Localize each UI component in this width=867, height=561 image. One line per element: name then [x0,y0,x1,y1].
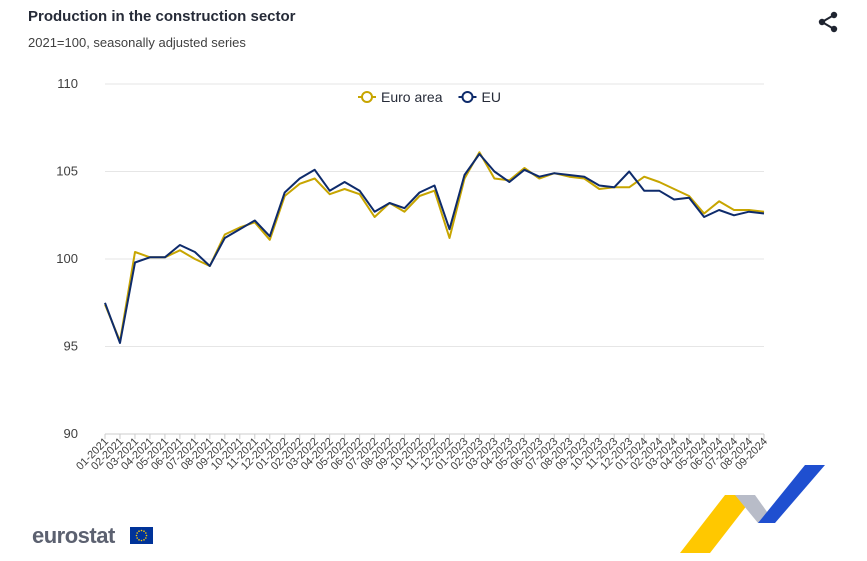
series-line-eu [104,153,765,344]
legend-marker-eu [461,91,474,103]
legend-label-eu: EU [481,89,500,105]
y-tick-label: 105 [56,164,78,179]
y-tick-label: 110 [57,76,78,91]
chart-title: Production in the construction sector [28,8,296,25]
eu-flag-icon [130,527,153,544]
chart-subtitle: 2021=100, seasonally adjusted series [28,35,246,50]
eurostat-logo: eurostat [32,523,115,548]
y-tick-label: 90 [64,426,78,441]
series-line-euro-area [104,151,765,343]
legend-marker-euro-area [361,91,373,103]
eurostat-ribbon-graphic [680,465,825,553]
y-tick-label: 100 [56,251,78,266]
share-icon[interactable] [816,10,840,34]
y-tick-label: 95 [64,339,78,354]
legend-label-euro-area: Euro area [381,89,443,105]
